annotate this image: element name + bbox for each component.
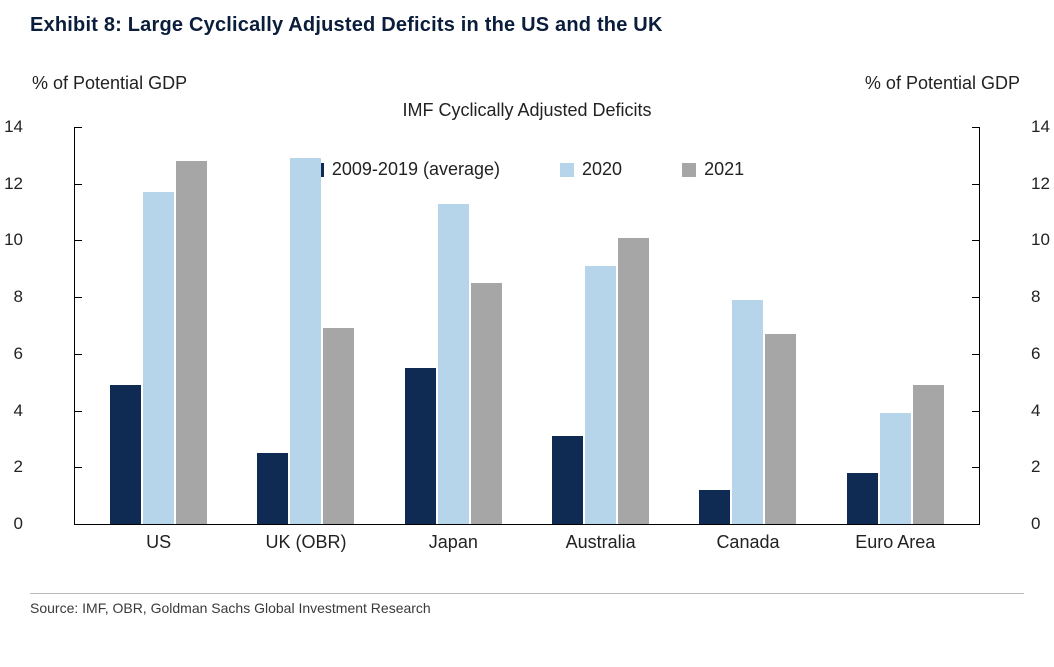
y-tick xyxy=(75,524,82,525)
y-tick xyxy=(972,524,979,525)
exhibit-page: Exhibit 8: Large Cyclically Adjusted Def… xyxy=(0,0,1054,667)
y-axis-title-left: % of Potential GDP xyxy=(32,73,187,94)
y-tick xyxy=(75,184,82,185)
chart: 2009-2019 (average)20202021 USUK (OBR)Ja… xyxy=(30,127,1024,567)
y-tick-label-left: 8 xyxy=(14,287,23,307)
y-tick-label-left: 2 xyxy=(14,457,23,477)
y-tick xyxy=(75,354,82,355)
bar xyxy=(880,413,911,524)
y-tick-label-right: 8 xyxy=(1031,287,1040,307)
bar-group: UK (OBR) xyxy=(232,127,379,524)
bar-group: Canada xyxy=(674,127,821,524)
bar xyxy=(471,283,502,524)
y-axis-title-right: % of Potential GDP xyxy=(865,73,1020,94)
y-tick-label-left: 14 xyxy=(4,117,23,137)
y-tick-label-left: 4 xyxy=(14,401,23,421)
y-tick xyxy=(972,297,979,298)
bar xyxy=(913,385,944,524)
bar-groups: USUK (OBR)JapanAustraliaCanadaEuro Area xyxy=(85,127,969,524)
category-label: US xyxy=(85,532,232,553)
chart-title: IMF Cyclically Adjusted Deficits xyxy=(30,100,1024,121)
y-tick-label-right: 10 xyxy=(1031,230,1050,250)
y-tick-label-right: 6 xyxy=(1031,344,1040,364)
exhibit-title: Exhibit 8: Large Cyclically Adjusted Def… xyxy=(30,14,1024,37)
y-tick xyxy=(75,297,82,298)
y-tick-label-left: 10 xyxy=(4,230,23,250)
bar-group: Australia xyxy=(527,127,674,524)
bar xyxy=(405,368,436,524)
y-tick xyxy=(75,240,82,241)
y-tick xyxy=(972,411,979,412)
y-tick-label-right: 2 xyxy=(1031,457,1040,477)
bar xyxy=(585,266,616,524)
y-tick xyxy=(972,354,979,355)
category-label: Canada xyxy=(674,532,821,553)
y-tick-label-left: 6 xyxy=(14,344,23,364)
source-divider xyxy=(30,593,1024,594)
axis-title-row: % of Potential GDP % of Potential GDP xyxy=(30,73,1024,94)
y-tick-label-right: 14 xyxy=(1031,117,1050,137)
category-label: Japan xyxy=(380,532,527,553)
category-label: Euro Area xyxy=(822,532,969,553)
bar xyxy=(618,238,649,524)
bar xyxy=(765,334,796,524)
y-tick xyxy=(972,184,979,185)
y-tick xyxy=(972,467,979,468)
bar xyxy=(847,473,878,524)
y-tick xyxy=(75,411,82,412)
bar xyxy=(290,158,321,524)
bar xyxy=(176,161,207,524)
bar-group: Japan xyxy=(380,127,527,524)
bar xyxy=(110,385,141,524)
plot-area: 2009-2019 (average)20202021 USUK (OBR)Ja… xyxy=(74,127,980,525)
y-tick xyxy=(972,240,979,241)
bar xyxy=(257,453,288,524)
bar-group: Euro Area xyxy=(822,127,969,524)
bar xyxy=(699,490,730,524)
y-tick-label-right: 0 xyxy=(1031,514,1040,534)
bar-group: US xyxy=(85,127,232,524)
source-line: Source: IMF, OBR, Goldman Sachs Global I… xyxy=(30,600,1024,616)
y-tick xyxy=(75,127,82,128)
bar xyxy=(438,204,469,524)
y-tick xyxy=(75,467,82,468)
y-tick xyxy=(972,127,979,128)
bar xyxy=(552,436,583,524)
y-tick-label-left: 12 xyxy=(4,174,23,194)
category-label: UK (OBR) xyxy=(232,532,379,553)
bar xyxy=(143,192,174,524)
y-tick-label-right: 12 xyxy=(1031,174,1050,194)
bar xyxy=(732,300,763,524)
y-tick-label-right: 4 xyxy=(1031,401,1040,421)
bar xyxy=(323,328,354,524)
category-label: Australia xyxy=(527,532,674,553)
y-tick-label-left: 0 xyxy=(14,514,23,534)
